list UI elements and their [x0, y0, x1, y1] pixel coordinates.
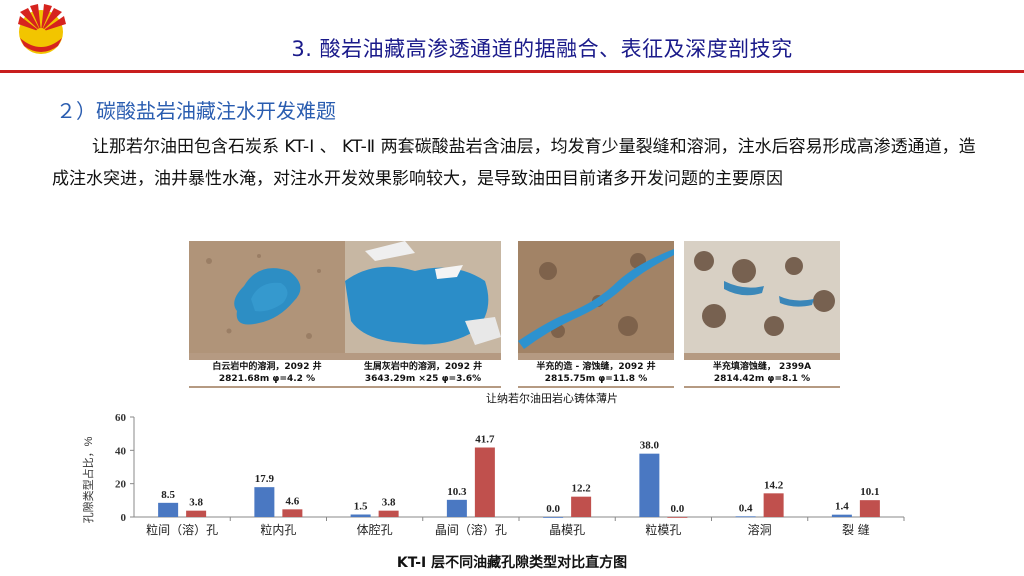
data-label-s1-2: 17.9	[255, 473, 275, 485]
thin-section-image-3	[518, 241, 674, 353]
data-label-s1-1: 8.5	[161, 489, 175, 501]
bar-s2-5	[571, 496, 592, 517]
company-logo-icon	[8, 2, 74, 58]
y-tick-label: 0	[121, 512, 127, 524]
thin-section-image-1	[189, 241, 345, 353]
chart-caption: KT-Ⅰ 层不同油藏孔隙类型对比直方图	[396, 555, 628, 571]
data-label-s2-5: 12.2	[572, 483, 592, 495]
photo-caption-4: 半充填溶蚀缝， 2399A 2814.42m φ=8.1 %	[684, 360, 840, 386]
data-label-s2-8: 10.1	[860, 486, 879, 498]
x-tick-label-1: 粒间（溶）孔	[146, 522, 218, 537]
thin-section-image-2	[345, 241, 501, 353]
bar-s1-1	[158, 502, 179, 517]
data-label-s1-8: 1.4	[835, 501, 849, 513]
data-label-s1-5: 0.0	[546, 503, 560, 515]
section-title: ２）碳酸盐岩油藏注水开发难题	[56, 99, 336, 123]
data-label-s2-6: 0.0	[671, 503, 685, 515]
photo-caption-1: 白云岩中的溶洞，2092 井 2821.68m φ=4.2 %	[189, 360, 345, 386]
bar-s1-8	[831, 514, 852, 517]
bar-s1-2	[254, 487, 275, 517]
bar-s2-8	[859, 500, 880, 517]
data-label-s2-7: 14.2	[764, 479, 784, 491]
pore-type-bar-chart: 0 20 40 60 8.5 3.8 粒间（溶）孔 17.9 4.6 粒内孔 1.5 3.8 体腔孔 10…	[84, 405, 914, 550]
bar-s2-1	[186, 510, 207, 517]
bar-s2-6	[667, 517, 688, 518]
bar-s2-4	[474, 447, 495, 517]
data-label-s2-4: 41.7	[475, 434, 495, 446]
thin-section-photo-4: 半充填溶蚀缝， 2399A 2814.42m φ=8.1 %	[684, 241, 840, 388]
thin-section-photo-3: 半充的造 - 溶蚀缝，2092 井 2815.75m φ=11.8 %	[518, 241, 674, 388]
bar-s1-6	[639, 453, 660, 517]
y-tick-label: 20	[115, 479, 127, 491]
page-title: 3. 酸岩油藏高渗透通道的据融合、表征及深度剖技究	[291, 37, 793, 61]
thin-section-photo-2: 生屑灰岩中的溶洞，2092 井 3643.29m ×25 φ=3.6%	[345, 241, 501, 388]
data-label-s2-2: 4.6	[286, 495, 300, 507]
section-body: 让那若尔油田包含石炭系 KT-Ⅰ 、 KT-Ⅱ 两套碳酸盐岩含油层，均发育少量裂…	[52, 137, 976, 189]
chart-svg: 0 20 40 60 8.5 3.8 粒间（溶）孔 17.9 4.6 粒内孔 1.5 3.8 体腔孔 10…	[115, 412, 905, 537]
data-label-s1-4: 10.3	[447, 486, 467, 498]
bar-s2-2	[282, 509, 303, 517]
bar-s1-3	[350, 514, 371, 517]
photo-caption-2: 生屑灰岩中的溶洞，2092 井 3643.29m ×25 φ=3.6%	[345, 360, 501, 386]
bar-s1-5	[543, 517, 564, 518]
x-tick-label-5: 晶模孔	[549, 523, 585, 537]
x-tick-label-7: 溶洞	[748, 522, 772, 537]
data-label-s1-7: 0.4	[739, 502, 753, 514]
x-tick-label-3: 体腔孔	[357, 522, 393, 537]
photo-group-label: 让纳若尔油田岩心铸体薄片	[486, 392, 618, 405]
y-tick-label: 60	[115, 412, 127, 424]
thin-section-image-4	[684, 241, 840, 353]
bar-s1-7	[735, 516, 756, 518]
y-tick-label: 40	[115, 445, 127, 457]
thin-section-photo-1: 白云岩中的溶洞，2092 井 2821.68m φ=4.2 %	[189, 241, 345, 388]
bar-s2-7	[763, 493, 784, 517]
header-divider	[0, 70, 1024, 73]
bar-s1-4	[446, 499, 467, 517]
photo-caption-3: 半充的造 - 溶蚀缝，2092 井 2815.75m φ=11.8 %	[518, 360, 674, 386]
data-label-s1-3: 1.5	[354, 501, 368, 513]
chart-y-axis-title: 孔隙类型占比，%	[81, 436, 95, 523]
bar-s2-3	[378, 510, 399, 517]
x-tick-label-6: 粒模孔	[645, 522, 681, 537]
chart-y-axis-label: 孔隙类型占比，%	[80, 425, 110, 535]
x-tick-label-2: 粒内孔	[260, 522, 296, 537]
x-tick-label-4: 晶间（溶）孔	[435, 522, 507, 537]
x-tick-label-8: 裂 缝	[842, 522, 870, 537]
data-label-s2-3: 3.8	[382, 497, 396, 509]
data-label-s1-6: 38.0	[640, 440, 660, 452]
data-label-s2-1: 3.8	[189, 497, 203, 509]
